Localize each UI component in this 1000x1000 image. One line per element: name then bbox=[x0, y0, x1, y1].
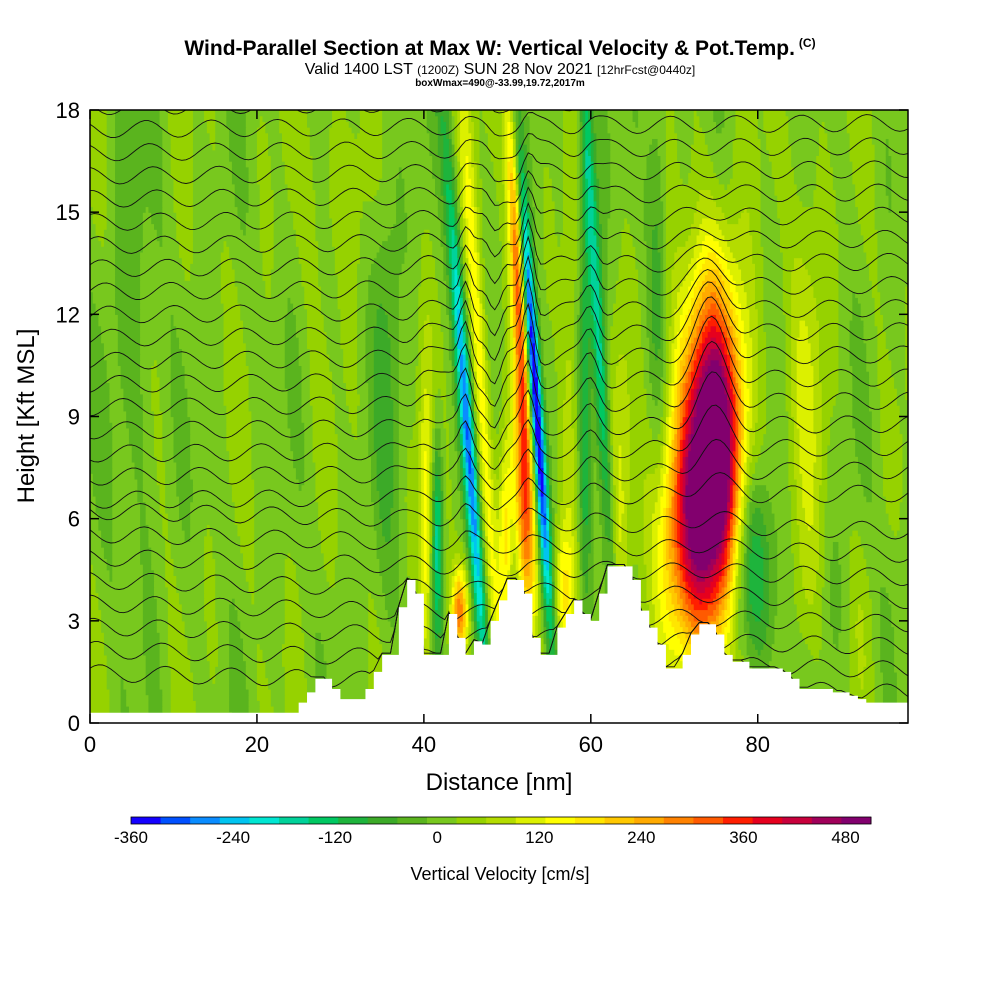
isentrope-line bbox=[90, 404, 908, 471]
colorbar-swatch bbox=[811, 817, 842, 824]
colorbar-title: Vertical Velocity [cm/s] bbox=[410, 864, 589, 884]
colorbar-tick-label: 480 bbox=[831, 828, 859, 847]
isentrope-line bbox=[97, 110, 701, 116]
x-tick-label: 20 bbox=[245, 732, 269, 757]
colorbar-swatch bbox=[515, 817, 546, 824]
terrain-ground bbox=[90, 566, 908, 723]
y-tick-label: 3 bbox=[68, 609, 80, 634]
y-tick-label: 12 bbox=[56, 302, 80, 327]
x-tick-label: 80 bbox=[746, 732, 770, 757]
copyright-mark: (C) bbox=[798, 36, 816, 50]
isentrope-line bbox=[90, 186, 908, 232]
isentrope-line bbox=[90, 152, 908, 185]
terrain-mask bbox=[90, 566, 908, 723]
colorbar-swatch bbox=[841, 817, 872, 824]
colorbar-swatch bbox=[782, 817, 813, 824]
colorbar-tick-label: -120 bbox=[318, 828, 352, 847]
isentrope-line bbox=[90, 502, 908, 540]
chart-title: Wind-Parallel Section at Max W: Vertical… bbox=[184, 36, 816, 60]
colorbar-swatch bbox=[723, 817, 754, 824]
x-tick-label: 0 bbox=[84, 732, 96, 757]
isentrope-line bbox=[90, 296, 908, 385]
colorbar-swatch bbox=[338, 817, 369, 824]
isentrope-line bbox=[90, 526, 908, 563]
colorbar: -360 -240 -120 0 120 240 360 480 bbox=[114, 816, 872, 847]
colorbar-tick-label: -240 bbox=[216, 828, 250, 847]
colorbar-swatch bbox=[486, 817, 517, 824]
y-tick-label: 0 bbox=[68, 711, 80, 736]
y-tick-label: 18 bbox=[56, 98, 80, 123]
isentrope-line bbox=[90, 564, 908, 610]
x-axis-title: Distance [nm] bbox=[426, 769, 573, 796]
isentrope-line bbox=[90, 169, 908, 208]
colorbar-swatch bbox=[397, 817, 428, 824]
isentrope-line bbox=[90, 235, 908, 311]
isentrope-line bbox=[90, 472, 908, 511]
colorbar-tick-label: 0 bbox=[432, 828, 441, 847]
isentrope-line bbox=[90, 133, 908, 162]
colorbar-tick-label: 240 bbox=[627, 828, 655, 847]
isentrope-line bbox=[90, 112, 908, 139]
y-tick-label: 9 bbox=[68, 405, 80, 430]
x-tick-label: 40 bbox=[412, 732, 436, 757]
colorbar-swatch bbox=[427, 817, 458, 824]
colorbar-swatch bbox=[219, 817, 250, 824]
colorbar-swatch bbox=[249, 817, 280, 824]
isentrope-line bbox=[90, 277, 908, 362]
colorbar-swatch bbox=[131, 817, 162, 824]
forecast-label: [12hrFcst@0440z] bbox=[597, 63, 696, 77]
valid-time-label: Valid 1400 LST bbox=[304, 61, 413, 78]
box-wmax-label: boxWmax=490@-33.99,19.72,2017m bbox=[415, 78, 585, 89]
isentrope-line bbox=[90, 549, 908, 586]
isentrope-line bbox=[90, 315, 908, 407]
colorbar-swatch bbox=[604, 817, 635, 824]
isentrope-line bbox=[90, 564, 908, 633]
colorbar-swatch bbox=[693, 817, 724, 824]
colorbar-swatch bbox=[634, 817, 665, 824]
colorbar-swatch bbox=[752, 817, 783, 824]
colorbar-swatch bbox=[367, 817, 398, 824]
colorbar-swatch bbox=[279, 817, 310, 824]
valid-date-label: SUN 28 Nov 2021 bbox=[463, 61, 593, 78]
colorbar-tick-label: 360 bbox=[729, 828, 757, 847]
y-axis-title: Height [Kft MSL] bbox=[13, 329, 40, 504]
colorbar-swatch bbox=[160, 817, 191, 824]
isentrope-line bbox=[90, 340, 908, 429]
colorbar-tick-label: -360 bbox=[114, 828, 148, 847]
valid-utc-label: (1200Z) bbox=[417, 63, 460, 77]
colorbar-tick-label: 120 bbox=[525, 828, 553, 847]
chart-subtitle: Valid 1400 LST (1200Z) SUN 28 Nov 2021 [… bbox=[0, 61, 1000, 79]
colorbar-swatch bbox=[575, 817, 606, 824]
colorbar-swatch bbox=[663, 817, 694, 824]
colorbar-frame bbox=[130, 816, 872, 825]
colorbar-swatch bbox=[545, 817, 576, 824]
isentrope-line bbox=[90, 438, 908, 491]
colorbar-swatch bbox=[308, 817, 339, 824]
x-tick-label: 60 bbox=[579, 732, 603, 757]
isentrope-line bbox=[90, 201, 908, 258]
y-tick-label: 6 bbox=[68, 507, 80, 532]
isentrope-line bbox=[90, 371, 908, 450]
potential-temperature-contours bbox=[90, 110, 908, 699]
isentrope-line bbox=[90, 217, 908, 285]
isentrope-line bbox=[90, 254, 908, 337]
y-tick-label: 15 bbox=[56, 200, 80, 225]
axes: 0 20 40 60 80 0 3 6 9 12 15 18 bbox=[56, 98, 908, 757]
colorbar-swatch bbox=[190, 817, 221, 824]
colorbar-swatch bbox=[456, 817, 487, 824]
